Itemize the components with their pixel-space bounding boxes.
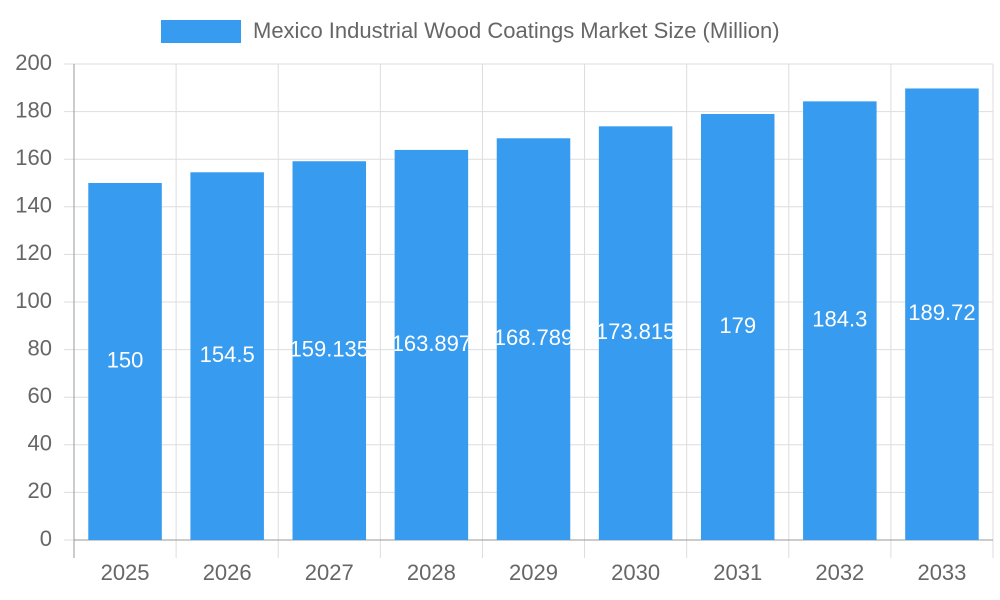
x-tick-label: 2030 [611,560,660,585]
y-tick-label: 120 [15,240,52,265]
y-tick-label: 40 [28,431,52,456]
bar [496,138,571,541]
value-label: 168.789 [494,325,574,350]
bar [292,161,367,540]
y-tick-label: 100 [15,288,52,313]
bar [700,113,775,540]
bar [88,183,162,540]
x-tick-label: 2027 [305,560,354,585]
value-label: 179 [719,313,756,338]
x-tick-label: 2025 [101,560,150,585]
x-tick-label: 2026 [203,560,252,585]
value-label: 154.5 [200,342,255,367]
y-tick-label: 20 [28,478,52,503]
x-tick-label: 2033 [917,560,966,585]
bar [803,101,877,540]
value-label: 163.897 [392,331,472,356]
bar [394,149,469,540]
bar [905,88,979,540]
x-tick-label: 2032 [815,560,864,585]
value-label: 184.3 [812,306,867,331]
value-label: 159.135 [290,336,370,361]
y-tick-label: 0 [40,526,52,551]
legend-label: Mexico Industrial Wood Coatings Market S… [253,18,780,43]
legend-swatch [161,20,241,43]
bar [190,172,264,541]
y-tick-label: 180 [15,97,52,122]
y-tick-label: 200 [15,50,52,75]
x-tick-label: 2029 [509,560,558,585]
y-tick-label: 80 [28,335,52,360]
x-tick-label: 2031 [713,560,762,585]
x-tick-label: 2028 [407,560,456,585]
value-label: 189.72 [908,300,975,325]
y-tick-label: 140 [15,193,52,218]
y-tick-label: 60 [28,383,52,408]
value-label: 150 [107,347,144,372]
y-tick-label: 160 [15,145,52,170]
bar [598,126,673,540]
value-label: 173.815 [596,319,676,344]
